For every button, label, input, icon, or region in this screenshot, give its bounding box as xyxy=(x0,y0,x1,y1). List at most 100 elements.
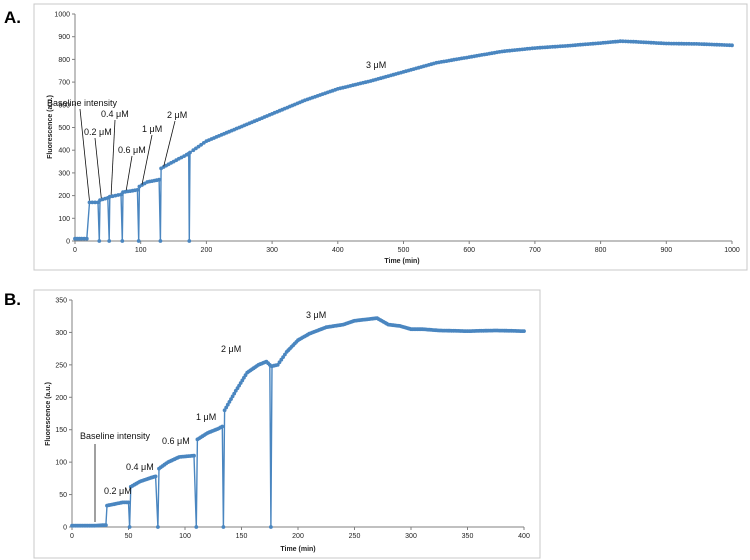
b-y-tick-label: 0 xyxy=(63,525,67,532)
a-data-point xyxy=(107,239,112,243)
a-data-point xyxy=(87,200,92,205)
b-annotation-label: 0.2 μM xyxy=(104,486,132,496)
a-y-tick-label: 100 xyxy=(58,216,70,223)
chart-a-frame xyxy=(33,3,748,271)
a-data-point xyxy=(82,236,87,241)
b-data-point xyxy=(220,424,225,429)
a-annotation-label: 0.4 μM xyxy=(101,109,129,119)
a-data-point xyxy=(107,194,112,199)
a-y-tick-label: 300 xyxy=(58,170,70,177)
b-annotation-label: 0.4 μM xyxy=(126,462,154,472)
a-x-tick-label: 1000 xyxy=(724,247,740,254)
panel-a-label: A. xyxy=(4,8,21,27)
a-annotation-leader xyxy=(163,120,176,167)
b-data-point xyxy=(104,523,108,527)
b-y-tick-label: 100 xyxy=(55,460,67,467)
chart-a-xlabel: Time (min) xyxy=(384,258,419,265)
a-y-tick-label: 400 xyxy=(58,148,70,155)
a-data-point xyxy=(199,142,204,147)
b-data-point xyxy=(194,525,199,529)
b-annotation-label: 3 μM xyxy=(306,310,326,320)
b-x-tick-label: 250 xyxy=(349,533,361,540)
chart-b-frame xyxy=(33,289,541,559)
b-x-tick-label: 400 xyxy=(518,533,530,540)
b-x-tick-label: 100 xyxy=(179,533,191,540)
a-data-point xyxy=(135,188,140,192)
b-annotation-label: Baseline intensity xyxy=(80,431,151,441)
chart-a-ylabel: Fluorescence (a.u.) xyxy=(47,95,54,159)
b-data-point xyxy=(232,391,237,396)
a-x-tick-label: 600 xyxy=(463,247,475,254)
b-data-point xyxy=(224,405,229,410)
a-annotation-label: 0.6 μM xyxy=(118,145,146,155)
a-data-point xyxy=(621,39,625,44)
a-data-point xyxy=(677,41,681,46)
a-data-point xyxy=(157,177,162,182)
b-y-tick-label: 300 xyxy=(55,330,67,337)
a-data-point xyxy=(116,193,121,197)
a-data-point xyxy=(84,236,89,241)
b-x-tick-label: 150 xyxy=(236,533,248,540)
a-annotation-leader xyxy=(125,155,133,191)
b-annotation-label: 1 μM xyxy=(196,412,216,422)
a-x-tick-label: 400 xyxy=(332,247,344,254)
a-data-point xyxy=(187,239,192,243)
a-y-tick-label: 1000 xyxy=(54,12,70,19)
a-y-tick-label: 800 xyxy=(58,57,70,64)
a-annotation-label: 0.2 μM xyxy=(84,127,112,137)
b-data-point xyxy=(153,474,158,479)
a-data-point xyxy=(136,239,141,243)
a-data-point xyxy=(188,150,192,155)
panel-b-label: B. xyxy=(4,290,21,309)
b-y-tick-label: 250 xyxy=(55,362,67,369)
b-data-point xyxy=(225,402,230,407)
a-y-tick-label: 900 xyxy=(58,34,70,41)
a-data-point xyxy=(90,200,95,205)
a-data-point xyxy=(79,236,84,241)
b-data-point xyxy=(269,525,273,529)
a-x-tick-label: 100 xyxy=(135,247,147,254)
a-y-tick-label: 0 xyxy=(66,239,70,246)
b-x-tick-label: 350 xyxy=(462,533,474,540)
b-x-tick-label: 200 xyxy=(292,533,304,540)
b-data-point xyxy=(126,500,131,505)
a-x-tick-label: 700 xyxy=(529,247,541,254)
a-data-point xyxy=(93,200,97,205)
a-annotation-label: 1 μM xyxy=(142,124,162,134)
b-data-point xyxy=(230,394,235,399)
a-x-tick-label: 0 xyxy=(73,247,77,254)
a-data-point xyxy=(730,43,734,48)
a-x-tick-label: 500 xyxy=(398,247,410,254)
b-y-tick-label: 200 xyxy=(55,395,67,402)
b-data-point xyxy=(227,400,232,404)
b-data-point xyxy=(192,453,196,458)
chart-b-xlabel: Time (min) xyxy=(280,546,315,553)
b-data-point xyxy=(127,525,132,529)
a-x-tick-label: 800 xyxy=(595,247,607,254)
a-y-tick-label: 600 xyxy=(58,102,70,109)
b-data-point xyxy=(222,408,227,413)
b-data-point xyxy=(156,525,160,529)
a-y-tick-label: 500 xyxy=(58,125,70,132)
a-annotation-label: 3 μM xyxy=(366,60,386,70)
b-data-point xyxy=(221,525,226,529)
a-annotation-leader xyxy=(141,134,153,185)
b-annotation-label: 0.6 μM xyxy=(162,436,190,446)
a-y-tick-label: 700 xyxy=(58,80,70,87)
chart-a: Fluorescence (a.u.) Time (min) 0 100 200 30… xyxy=(47,12,740,266)
b-annotation-label: 2 μM xyxy=(221,344,241,354)
a-data-point xyxy=(120,239,125,243)
b-data-point xyxy=(522,329,526,334)
a-y-tick-label: 200 xyxy=(58,193,70,200)
chart-b: Fluorescence (a.u.) Time (min) 0 50 100 150… xyxy=(45,298,530,554)
b-x-tick-label: 0 xyxy=(70,533,74,540)
b-x-tick-label: 50 xyxy=(125,533,133,540)
a-annotation-leader xyxy=(110,119,116,195)
b-x-tick-label: 300 xyxy=(405,533,417,540)
chart-b-ylabel: Fluorescence (a.u.) xyxy=(45,382,52,446)
b-y-tick-label: 150 xyxy=(55,427,67,434)
a-x-tick-label: 200 xyxy=(201,247,213,254)
a-data-point xyxy=(158,239,163,243)
b-y-tick-label: 50 xyxy=(59,492,67,499)
